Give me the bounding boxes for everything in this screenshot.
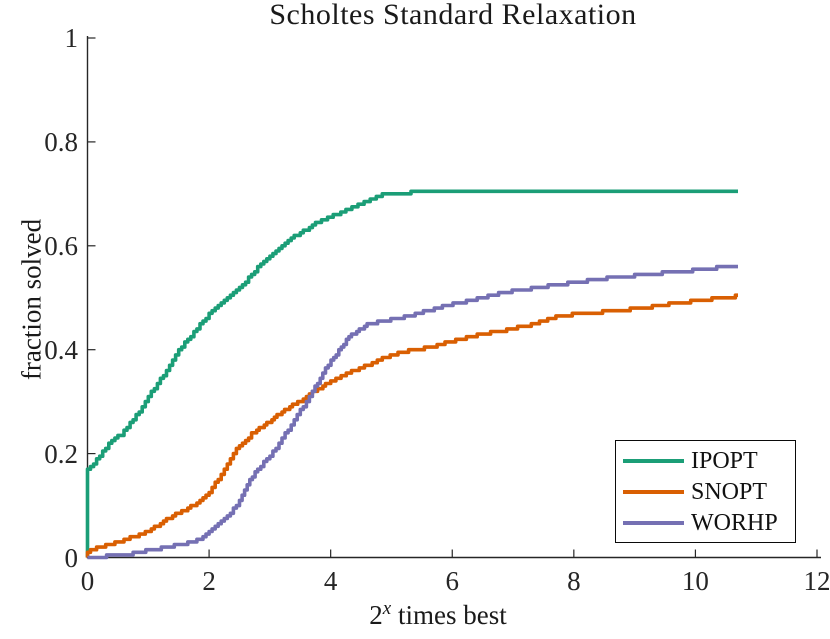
worhp-legend-swatch xyxy=(623,520,684,525)
x-tick-label: 10 xyxy=(681,566,709,596)
x-tick-label: 4 xyxy=(323,566,338,596)
y-tick-label: 0.8 xyxy=(44,126,78,157)
curves xyxy=(85,189,738,560)
ipopt-legend-swatch xyxy=(623,458,684,463)
x-axis-label-base: 2 xyxy=(369,600,383,630)
legend: IPOPT SNOPT WORHP xyxy=(615,440,796,543)
x-axis-label: 2x times best xyxy=(88,598,788,631)
legend-item-snopt: SNOPT xyxy=(623,480,795,504)
y-tick-label: 0 xyxy=(64,542,79,573)
x-tick-label: 12 xyxy=(803,566,830,596)
snopt-legend-swatch xyxy=(623,489,684,494)
worhp-line xyxy=(87,264,738,560)
legend-label: IPOPT xyxy=(691,447,758,474)
legend-label: WORHP xyxy=(691,509,778,536)
y-tick-label: 0.2 xyxy=(44,438,78,469)
x-tick-label: 2 xyxy=(202,566,216,596)
x-axis-label-superscript: x xyxy=(382,598,392,619)
y-tick-label: 0.4 xyxy=(44,334,78,365)
y-axis-label: fraction solved xyxy=(16,218,47,381)
x-axis-label-rest: times best xyxy=(391,600,507,630)
legend-item-worhp: WORHP xyxy=(623,511,795,535)
snopt-line xyxy=(85,293,738,558)
y-tick-label: 1 xyxy=(64,23,79,53)
legend-label: SNOPT xyxy=(691,478,768,505)
chart-title: Scholtes Standard Relaxation xyxy=(269,0,637,31)
legend-item-ipopt: IPOPT xyxy=(623,449,795,473)
ipopt-line xyxy=(85,189,738,558)
y-tick-label: 0.6 xyxy=(44,230,78,261)
x-tick-label: 6 xyxy=(445,566,460,596)
x-tick-label: 0 xyxy=(80,566,95,596)
x-tick-label: 8 xyxy=(567,566,581,596)
